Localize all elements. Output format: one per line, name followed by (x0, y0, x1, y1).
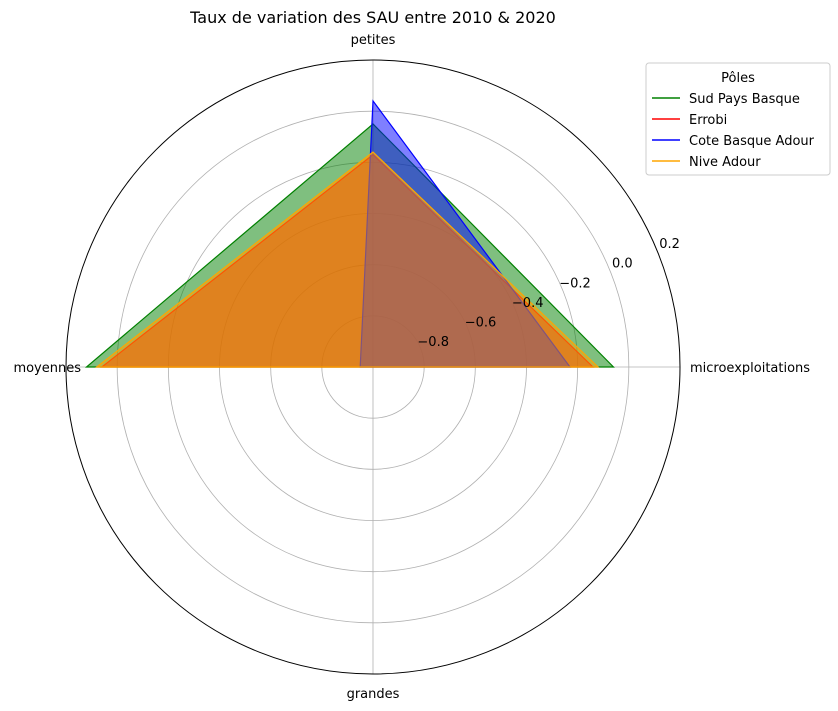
polar-frame (65, 59, 681, 675)
legend-label: Nive Adour (689, 155, 761, 170)
radial-tick-label: −0.6 (465, 316, 497, 331)
series-area (96, 152, 599, 367)
category-label: microexploitations (690, 361, 810, 376)
chart-title: Taux de variation des SAU entre 2010 & 2… (189, 8, 556, 27)
legend-frame (645, 62, 831, 176)
category-label: petites (351, 33, 396, 48)
legend-label: Sud Pays Basque (689, 92, 800, 107)
radial-tick-label: 0.0 (612, 257, 633, 272)
category-labels: microexploitations petites moyennes grandes (13, 33, 810, 702)
radial-tick-label: −0.4 (512, 296, 544, 311)
radial-tick-label: −0.2 (559, 276, 591, 291)
legend: Pôles Sud Pays Basque Errobi Cote Basque A… (645, 62, 831, 176)
legend-label: Errobi (689, 113, 727, 128)
category-label: moyennes (13, 361, 81, 376)
legend-title: Pôles (721, 71, 755, 86)
series-layer (84, 99, 615, 368)
legend-items: Sud Pays Basque Errobi Cote Basque Adour Ni… (652, 92, 815, 170)
legend-label: Cote Basque Adour (689, 134, 815, 149)
category-label: grandes (347, 687, 400, 702)
radial-tick-label: 0.2 (659, 237, 680, 252)
series-line (94, 151, 600, 368)
radial-tick-labels: −0.8 −0.6 −0.4 −0.2 0.0 0.2 (417, 237, 680, 350)
radial-tick-label: −0.8 (417, 335, 449, 350)
